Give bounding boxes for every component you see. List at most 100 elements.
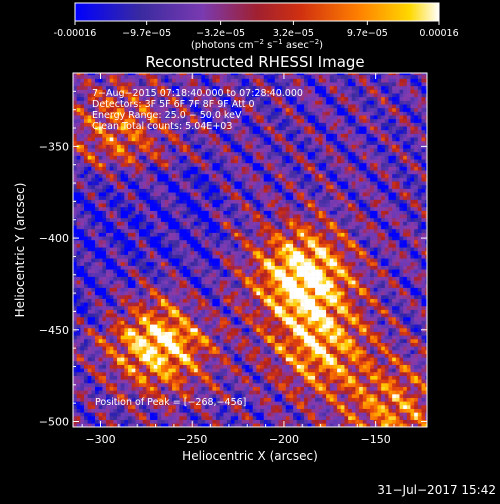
- heatmap-cell: [84, 244, 88, 248]
- heatmap-cell: [289, 390, 293, 394]
- heatmap-cell: [304, 324, 308, 328]
- heatmap-cell: [337, 401, 341, 405]
- heatmap-cell: [297, 288, 301, 292]
- heatmap-cell: [161, 295, 165, 299]
- heatmap-cell: [77, 321, 81, 325]
- heatmap-cell: [311, 401, 315, 405]
- heatmap-cell: [139, 343, 143, 347]
- heatmap-cell: [286, 244, 290, 248]
- heatmap-cell: [220, 284, 224, 288]
- heatmap-cell: [154, 295, 158, 299]
- heatmap-cell: [396, 306, 400, 310]
- heatmap-cell: [418, 343, 422, 347]
- heatmap-cell: [348, 280, 352, 284]
- heatmap-cell: [135, 365, 139, 369]
- heatmap-cell: [80, 310, 84, 314]
- heatmap-cell: [183, 240, 187, 244]
- heatmap-cell: [392, 291, 396, 295]
- heatmap-cell: [121, 291, 125, 295]
- heatmap-cell: [260, 398, 264, 402]
- heatmap-cell: [245, 240, 249, 244]
- heatmap-cell: [190, 302, 194, 306]
- heatmap-cell: [366, 273, 370, 277]
- heatmap-cell: [359, 240, 363, 244]
- heatmap-cell: [410, 313, 414, 317]
- heatmap-cell: [124, 321, 128, 325]
- heatmap-cell: [289, 324, 293, 328]
- heatmap-cell: [190, 247, 194, 251]
- heatmap-cell: [157, 409, 161, 413]
- heatmap-cell: [414, 335, 418, 339]
- heatmap-cell: [220, 354, 224, 358]
- heatmap-cell: [209, 343, 213, 347]
- heatmap-cell: [231, 420, 235, 424]
- heatmap-cell: [311, 379, 315, 383]
- heatmap-cell: [212, 313, 216, 317]
- heatmap-cell: [352, 383, 356, 387]
- heatmap-cell: [304, 365, 308, 369]
- heatmap-cell: [157, 343, 161, 347]
- heatmap-cell: [278, 376, 282, 380]
- heatmap-cell: [300, 383, 304, 387]
- heatmap-cell: [374, 372, 378, 376]
- heatmap-cell: [355, 379, 359, 383]
- heatmap-cell: [418, 266, 422, 270]
- heatmap-cell: [106, 313, 110, 317]
- heatmap-cell: [238, 324, 242, 328]
- heatmap-cell: [264, 310, 268, 314]
- heatmap-cell: [337, 313, 341, 317]
- heatmap-cell: [194, 299, 198, 303]
- heatmap-cell: [172, 240, 176, 244]
- heatmap-cell: [271, 357, 275, 361]
- heatmap-cell: [139, 346, 143, 350]
- heatmap-cell: [260, 420, 264, 424]
- heatmap-cell: [249, 361, 253, 365]
- heatmap-cell: [319, 354, 323, 358]
- heatmap-cell: [341, 266, 345, 270]
- heatmap-cell: [245, 350, 249, 354]
- heatmap-cell: [95, 244, 99, 248]
- heatmap-cell: [282, 317, 286, 321]
- heatmap-cell: [322, 255, 326, 259]
- heatmap-cell: [348, 244, 352, 248]
- heatmap-cell: [245, 409, 249, 413]
- heatmap-cell: [238, 416, 242, 420]
- heatmap-cell: [161, 354, 165, 358]
- heatmap-cell: [355, 332, 359, 336]
- heatmap-cell: [84, 416, 88, 420]
- heatmap-cell: [73, 324, 77, 328]
- heatmap-cell: [242, 240, 246, 244]
- heatmap-cell: [183, 387, 187, 391]
- heatmap-cell: [157, 288, 161, 292]
- heatmap-cell: [168, 251, 172, 255]
- heatmap-cell: [337, 416, 341, 420]
- heatmap-cell: [183, 321, 187, 325]
- heatmap-cell: [99, 302, 103, 306]
- heatmap-cell: [231, 368, 235, 372]
- heatmap-cell: [271, 240, 275, 244]
- heatmap-cell: [377, 405, 381, 409]
- heatmap-cell: [271, 332, 275, 336]
- heatmap-cell: [388, 354, 392, 358]
- heatmap-cell: [227, 299, 231, 303]
- heatmap-cell: [260, 284, 264, 288]
- heatmap-cell: [297, 332, 301, 336]
- heatmap-cell: [84, 277, 88, 281]
- heatmap-cell: [381, 354, 385, 358]
- heatmap-cell: [319, 420, 323, 424]
- heatmap-cell: [205, 321, 209, 325]
- heatmap-cell: [359, 291, 363, 295]
- heatmap-cell: [223, 339, 227, 343]
- heatmap-cell: [319, 288, 323, 292]
- heatmap-cell: [190, 277, 194, 281]
- heatmap-cell: [407, 302, 411, 306]
- heatmap-cell: [359, 339, 363, 343]
- heatmap-cell: [132, 357, 136, 361]
- heatmap-cell: [355, 357, 359, 361]
- heatmap-cell: [234, 262, 238, 266]
- heatmap-cell: [165, 346, 169, 350]
- heatmap-cell: [220, 313, 224, 317]
- heatmap-cell: [366, 299, 370, 303]
- heatmap-cell: [344, 247, 348, 251]
- heatmap-cell: [95, 236, 99, 240]
